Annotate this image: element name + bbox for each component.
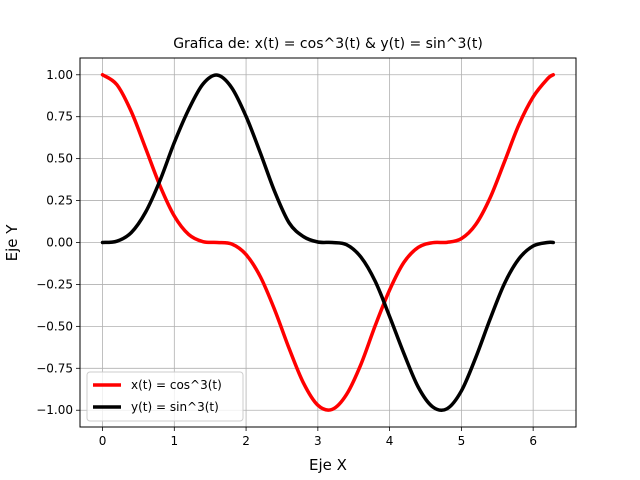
legend-label: x(t) = cos^3(t) <box>131 378 222 392</box>
y-tick-label: 1.00 <box>46 68 73 82</box>
y-tick-label: −0.50 <box>36 319 73 333</box>
legend-box <box>86 371 244 422</box>
y-tick-label: 0.75 <box>46 110 73 124</box>
y-axis-label: Eje Y <box>3 224 21 262</box>
legend-label: y(t) = sin^3(t) <box>131 400 219 414</box>
y-tick-label: 0.50 <box>46 152 73 166</box>
series-line-x-cos3 <box>100 73 555 412</box>
x-axis-label: Eje X <box>309 456 347 474</box>
y-tick-label: −1.00 <box>36 403 73 417</box>
x-tick-label: 3 <box>314 434 322 448</box>
chart-title: Grafica de: x(t) = cos^3(t) & y(t) = sin… <box>173 36 483 52</box>
x-tick-label: 5 <box>458 434 466 448</box>
y-tick-label: 0.25 <box>46 194 73 208</box>
x-tick-label: 6 <box>529 434 537 448</box>
x-tick-label: 2 <box>242 434 250 448</box>
x-tick-label: 0 <box>99 434 107 448</box>
x-tick-label: 1 <box>170 434 178 448</box>
series-line-y-sin3 <box>100 73 555 412</box>
y-tick-label: 0.00 <box>46 236 73 250</box>
series-layer <box>100 73 555 412</box>
ticks: 0 1 2 3 4 5 6 1.00 0.75 0.50 0.25 0.00 −0.25 −0.50 −0.… <box>36 68 537 448</box>
x-tick-label: 4 <box>386 434 394 448</box>
legend: x(t) = cos^3(t) y(t) = sin^3(t) <box>86 371 244 422</box>
y-tick-label: −0.75 <box>36 361 73 375</box>
y-tick-label: −0.25 <box>36 277 73 291</box>
